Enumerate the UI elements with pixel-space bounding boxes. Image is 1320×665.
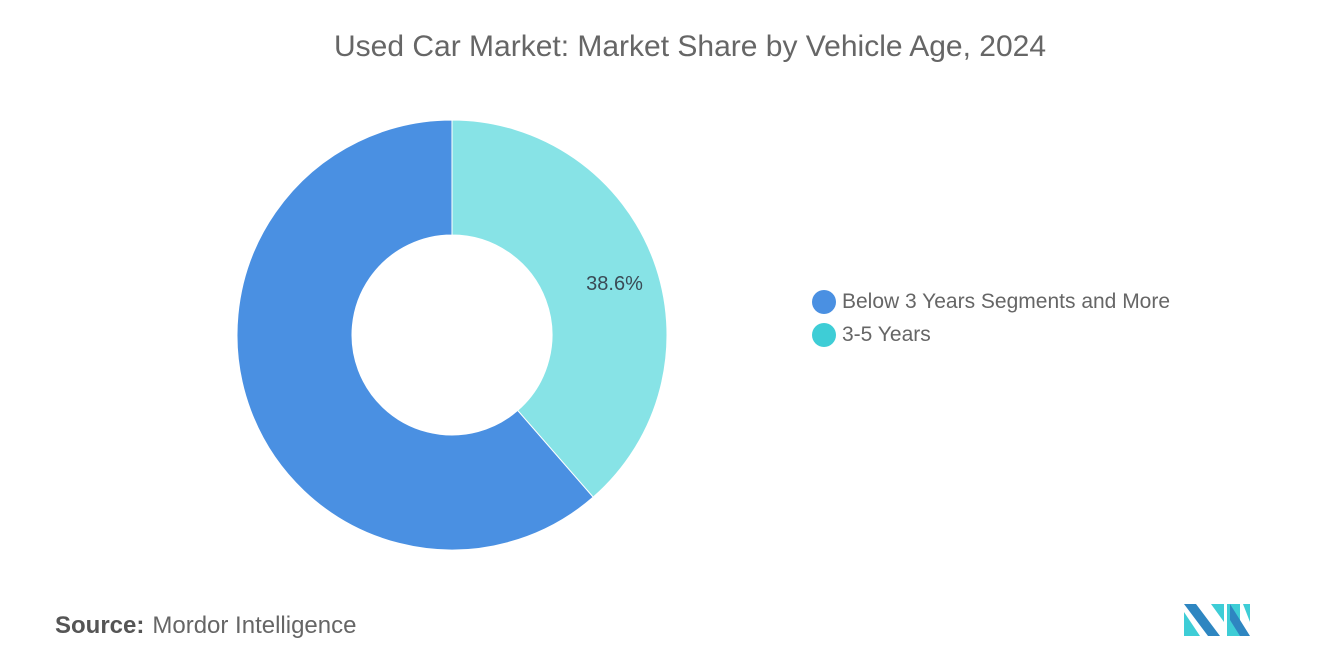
mordor-logo [1184,604,1250,636]
legend-label: 3-5 Years [842,322,931,346]
donut-slice-3-5-years [451,119,668,498]
legend-label: Below 3 Years Segments and More [842,289,1171,313]
legend: Below 3 Years Segments and More 3-5 Year… [812,285,1170,351]
source-label: Source: [55,612,145,639]
legend-swatch [812,289,836,314]
chart-title: Used Car Market: Market Share by Vehicle… [333,30,1047,63]
legend-item-below-3-years[interactable]: Below 3 Years Segments and More [812,285,1170,318]
source-note: Source: Mordor Intelligence [55,612,356,640]
data-label: 38.6% [586,273,643,295]
source-value: Mordor Intelligence [152,612,357,639]
legend-swatch [812,322,836,347]
donut-slice-below-3-years [236,119,594,551]
legend-item-3-5-years[interactable]: 3-5 Years [812,318,1170,351]
